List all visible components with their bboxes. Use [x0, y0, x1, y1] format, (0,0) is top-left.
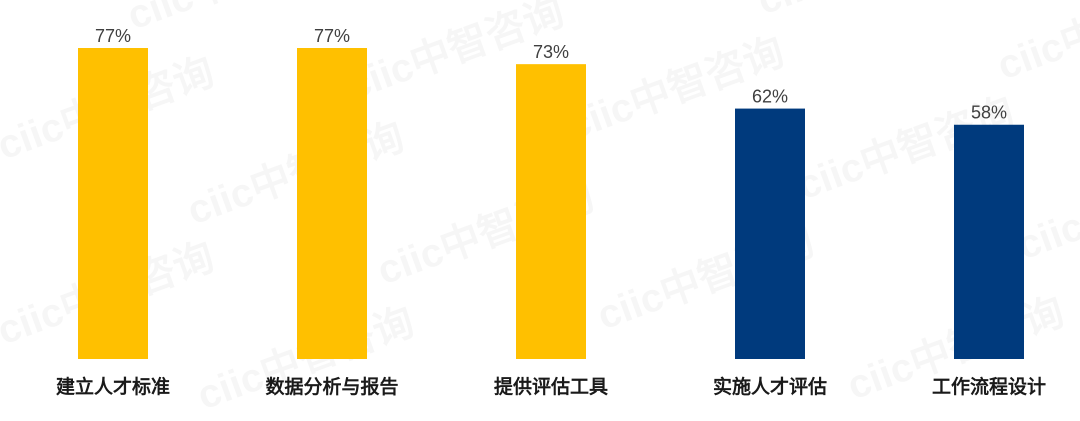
x-tick-label: 数据分析与报告 [265, 375, 398, 398]
bar [954, 124, 1024, 359]
value-label: 73% [533, 42, 569, 62]
bar [516, 64, 586, 359]
x-tick-label: 实施人才评估 [713, 375, 827, 398]
watermark: ciic中智咨询 [752, 0, 980, 23]
value-label: 62% [752, 86, 788, 106]
watermark: ciic中智咨询 [992, 0, 1080, 88]
bar [78, 48, 148, 359]
bar [735, 108, 805, 360]
value-label: 77% [314, 26, 350, 46]
x-tick-label: 工作流程设计 [932, 375, 1046, 398]
value-label: 77% [95, 26, 131, 46]
value-label: 58% [971, 102, 1007, 122]
x-tick-label: 建立人才标准 [56, 375, 170, 398]
x-tick-label: 提供评估工具 [494, 375, 608, 398]
bar [297, 48, 367, 359]
watermark: ciic中智咨询 [182, 114, 410, 233]
